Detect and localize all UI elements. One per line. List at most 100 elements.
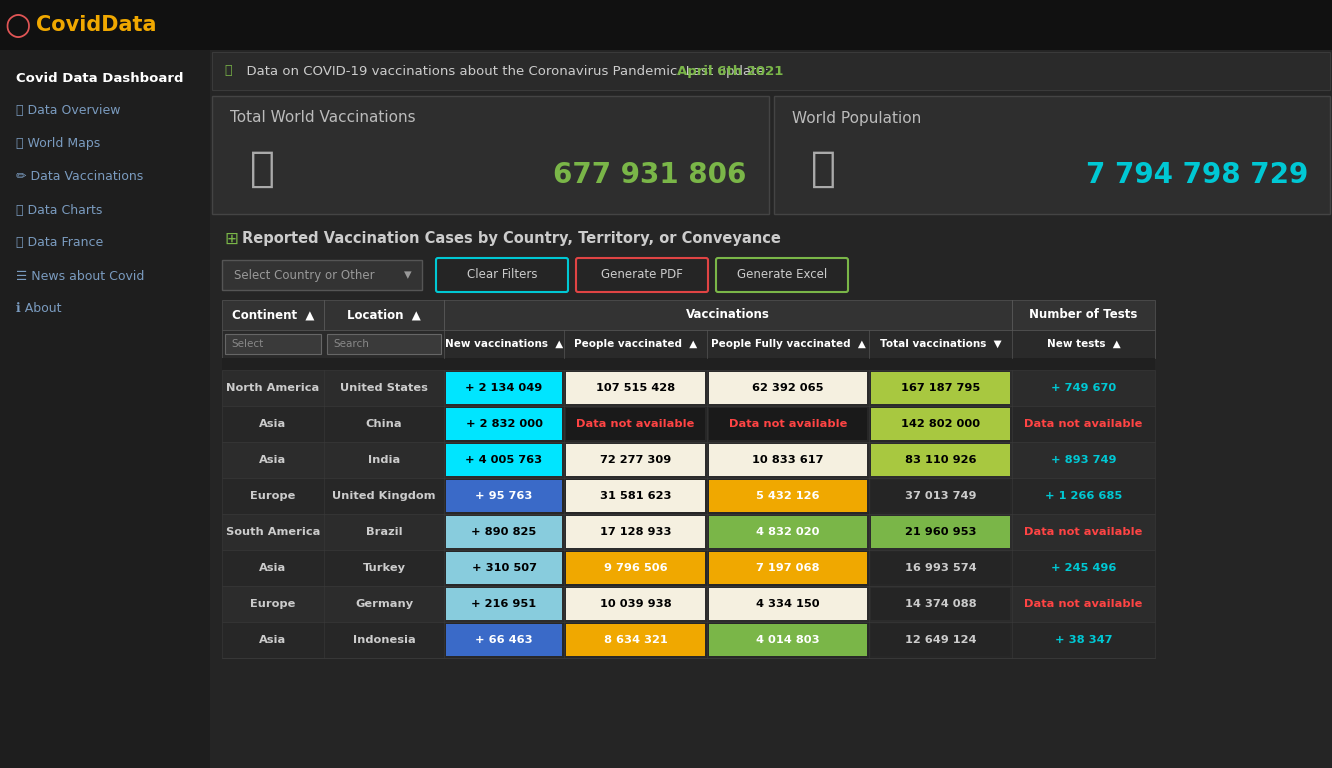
FancyBboxPatch shape <box>222 358 1155 370</box>
Text: 677 931 806: 677 931 806 <box>553 161 746 189</box>
Text: Data on COVID-19 vaccinations about the Coronavirus Pandemic. Last update:: Data on COVID-19 vaccinations about the … <box>238 65 774 78</box>
FancyBboxPatch shape <box>871 372 1010 404</box>
FancyBboxPatch shape <box>566 480 705 512</box>
FancyBboxPatch shape <box>222 370 1155 406</box>
Text: Europe: Europe <box>250 599 296 609</box>
FancyBboxPatch shape <box>774 96 1329 214</box>
Text: + 4 005 763: + 4 005 763 <box>465 455 542 465</box>
Text: World Population: World Population <box>791 111 920 125</box>
Text: North America: North America <box>226 383 320 393</box>
FancyBboxPatch shape <box>326 334 441 354</box>
Text: Asia: Asia <box>260 419 286 429</box>
Text: 21 960 953: 21 960 953 <box>904 527 976 537</box>
Text: India: India <box>368 455 400 465</box>
Text: People vaccinated  ▲: People vaccinated ▲ <box>574 339 697 349</box>
FancyBboxPatch shape <box>225 334 321 354</box>
FancyBboxPatch shape <box>212 52 1329 90</box>
FancyBboxPatch shape <box>709 372 867 404</box>
Text: Data not available: Data not available <box>1024 527 1143 537</box>
Text: 👥: 👥 <box>811 148 836 190</box>
FancyBboxPatch shape <box>222 260 422 290</box>
Text: People Fully vaccinated  ▲: People Fully vaccinated ▲ <box>710 339 866 349</box>
Text: Total World Vaccinations: Total World Vaccinations <box>230 111 416 125</box>
Text: Location  ▲: Location ▲ <box>348 309 421 322</box>
Text: 14 374 088: 14 374 088 <box>904 599 976 609</box>
Text: 5 432 126: 5 432 126 <box>757 491 819 501</box>
Text: Vaccinations: Vaccinations <box>686 309 770 322</box>
Text: Asia: Asia <box>260 563 286 573</box>
FancyBboxPatch shape <box>446 552 562 584</box>
Text: 4 014 803: 4 014 803 <box>757 635 819 645</box>
Text: Turkey: Turkey <box>362 563 405 573</box>
Text: Data not available: Data not available <box>1024 599 1143 609</box>
Text: Number of Tests: Number of Tests <box>1030 309 1138 322</box>
Text: ○: ○ <box>5 11 32 39</box>
FancyBboxPatch shape <box>446 372 562 404</box>
FancyBboxPatch shape <box>222 442 1155 478</box>
FancyBboxPatch shape <box>709 588 867 620</box>
Text: + 2 832 000: + 2 832 000 <box>465 419 542 429</box>
Text: ▾: ▾ <box>405 267 412 283</box>
Text: 72 277 309: 72 277 309 <box>599 455 671 465</box>
Text: ⊞: ⊞ <box>224 230 238 248</box>
Text: Search: Search <box>333 339 369 349</box>
FancyBboxPatch shape <box>222 586 1155 622</box>
FancyBboxPatch shape <box>222 478 1155 514</box>
Text: Generate Excel: Generate Excel <box>737 269 827 282</box>
FancyBboxPatch shape <box>709 408 867 440</box>
FancyBboxPatch shape <box>446 624 562 656</box>
FancyBboxPatch shape <box>0 0 1332 50</box>
FancyBboxPatch shape <box>222 514 1155 550</box>
FancyBboxPatch shape <box>709 516 867 548</box>
FancyBboxPatch shape <box>709 624 867 656</box>
Text: 📈: 📈 <box>224 65 232 78</box>
Text: Europe: Europe <box>250 491 296 501</box>
Text: ℹ About: ℹ About <box>16 303 61 316</box>
Text: 10 833 617: 10 833 617 <box>753 455 823 465</box>
FancyBboxPatch shape <box>566 444 705 476</box>
FancyBboxPatch shape <box>566 588 705 620</box>
Text: 167 187 795: 167 187 795 <box>900 383 980 393</box>
Text: Brazil: Brazil <box>366 527 402 537</box>
FancyBboxPatch shape <box>566 372 705 404</box>
Text: 83 110 926: 83 110 926 <box>904 455 976 465</box>
Text: Total vaccinations  ▼: Total vaccinations ▼ <box>879 339 1002 349</box>
Text: 🔘 Data Overview: 🔘 Data Overview <box>16 104 120 118</box>
Text: Germany: Germany <box>354 599 413 609</box>
Text: ☰ News about Covid: ☰ News about Covid <box>16 270 144 283</box>
Text: 37 013 749: 37 013 749 <box>904 491 976 501</box>
Text: South America: South America <box>226 527 320 537</box>
Text: Data not available: Data not available <box>1024 419 1143 429</box>
Text: Clear Filters: Clear Filters <box>466 269 537 282</box>
Text: + 310 507: + 310 507 <box>472 563 537 573</box>
Text: 16 993 574: 16 993 574 <box>904 563 976 573</box>
Text: 🚩 Data France: 🚩 Data France <box>16 237 104 250</box>
Text: 8 634 321: 8 634 321 <box>603 635 667 645</box>
Text: Covid Data Dashboard: Covid Data Dashboard <box>16 71 184 84</box>
Text: + 216 951: + 216 951 <box>472 599 537 609</box>
FancyBboxPatch shape <box>446 408 562 440</box>
Text: + 1 266 685: + 1 266 685 <box>1044 491 1122 501</box>
FancyBboxPatch shape <box>871 552 1010 584</box>
Text: China: China <box>366 419 402 429</box>
FancyBboxPatch shape <box>446 444 562 476</box>
Text: + 245 496: + 245 496 <box>1051 563 1116 573</box>
FancyBboxPatch shape <box>222 550 1155 586</box>
Text: 📊 Data Charts: 📊 Data Charts <box>16 204 103 217</box>
Text: + 95 763: + 95 763 <box>476 491 533 501</box>
Text: Data not available: Data not available <box>729 419 847 429</box>
FancyBboxPatch shape <box>446 516 562 548</box>
FancyBboxPatch shape <box>222 622 1155 658</box>
Text: Generate PDF: Generate PDF <box>601 269 683 282</box>
FancyBboxPatch shape <box>871 624 1010 656</box>
Text: + 38 347: + 38 347 <box>1055 635 1112 645</box>
FancyBboxPatch shape <box>566 552 705 584</box>
FancyBboxPatch shape <box>222 406 1155 442</box>
Text: 107 515 428: 107 515 428 <box>595 383 675 393</box>
Text: 7 197 068: 7 197 068 <box>757 563 819 573</box>
FancyBboxPatch shape <box>709 480 867 512</box>
Text: 4 334 150: 4 334 150 <box>757 599 819 609</box>
Text: Data not available: Data not available <box>577 419 695 429</box>
FancyBboxPatch shape <box>566 408 705 440</box>
Text: ✏ Data Vaccinations: ✏ Data Vaccinations <box>16 170 144 184</box>
